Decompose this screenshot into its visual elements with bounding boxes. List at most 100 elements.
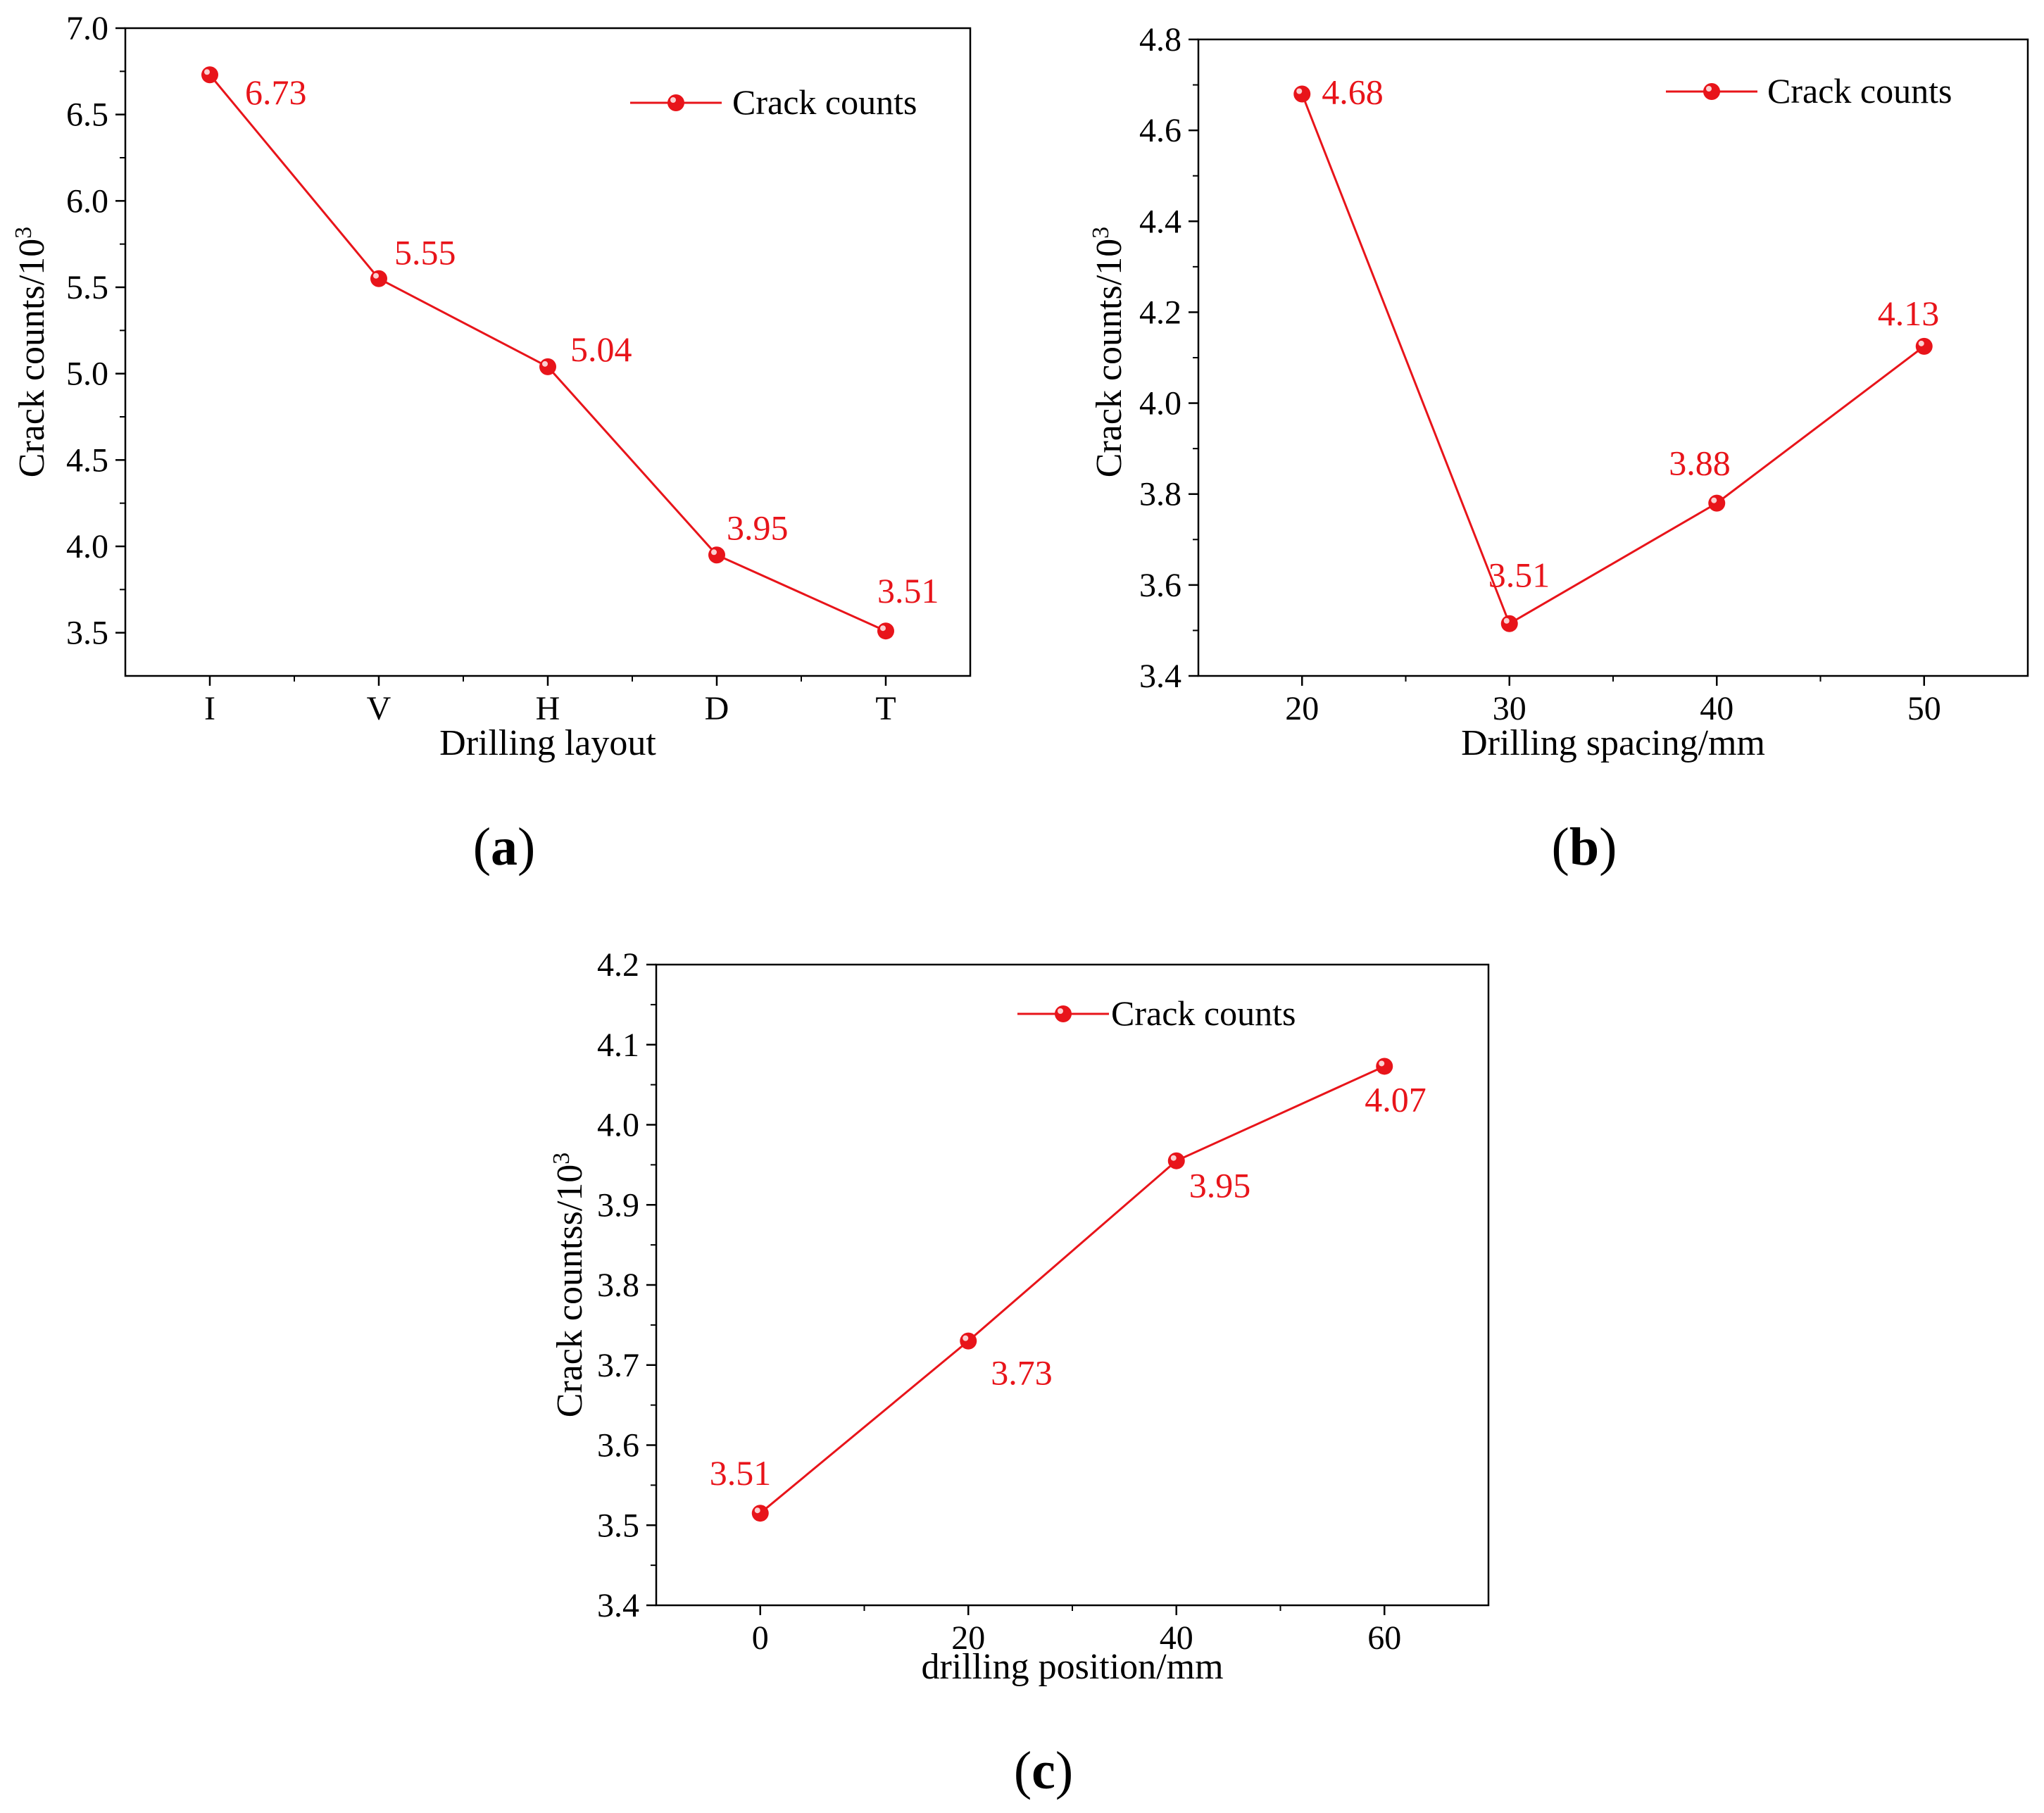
y-tick-label-b-1: 3.6 xyxy=(1139,567,1181,604)
legend-label-b: Crack counts xyxy=(1767,71,1952,111)
data-label-b-2: 3.88 xyxy=(1669,444,1731,483)
caption-b: (b) xyxy=(1552,817,1617,877)
x-tick-label-a-0: I xyxy=(204,690,215,727)
data-point-a-1 xyxy=(370,270,387,287)
x-tick-label-c-0: 0 xyxy=(752,1619,769,1657)
data-point-c-3 xyxy=(1376,1058,1393,1075)
data-point-highlight-c-2 xyxy=(1170,1155,1177,1161)
y-tick-label-a-2: 4.5 xyxy=(66,441,108,479)
y-axis-title-c: Crack countss/103 xyxy=(548,1153,591,1418)
data-labels-b: 4.68 3.51 3.88 4.13 xyxy=(1322,72,1939,594)
caption-letter-b: b xyxy=(1569,817,1599,877)
x-axis-title-c: drilling position/mm xyxy=(921,1647,1223,1687)
data-point-highlight-b-0 xyxy=(1296,88,1303,94)
x-tick-label-c-1: 20 xyxy=(951,1619,985,1657)
data-point-highlight-c-3 xyxy=(1379,1060,1385,1067)
legend-label-a: Crack counts xyxy=(732,82,917,122)
y-tick-label-b-7: 4.8 xyxy=(1139,21,1181,58)
legend-label-c: Crack counts xyxy=(1111,993,1296,1033)
data-label-b-1: 3.51 xyxy=(1488,556,1550,595)
x-tick-label-a-1: V xyxy=(367,690,391,727)
plot-frame-b xyxy=(1197,38,2029,677)
series-line-a xyxy=(208,74,886,632)
data-point-highlight-a-2 xyxy=(542,360,548,367)
data-label-c-2: 3.95 xyxy=(1189,1166,1251,1205)
legend-marker-highlight-c xyxy=(1058,1008,1063,1014)
data-label-a-3: 3.95 xyxy=(727,508,789,547)
data-point-highlight-b-1 xyxy=(1503,617,1510,624)
data-point-c-2 xyxy=(1167,1152,1185,1169)
data-label-c-3: 4.07 xyxy=(1365,1079,1427,1119)
x-axis-b: 20 30 40 50 xyxy=(1285,676,1941,727)
data-point-highlight-b-3 xyxy=(1918,340,1924,346)
y-tick-label-a-5: 6.0 xyxy=(66,182,108,220)
y-axis-title-main-b: Crack counts/10 xyxy=(1089,239,1129,477)
data-label-c-0: 3.51 xyxy=(710,1453,772,1493)
y-tick-label-a-0: 3.5 xyxy=(66,615,108,652)
data-point-a-2 xyxy=(539,358,556,375)
legend-marker-highlight-a xyxy=(670,97,676,103)
y-tick-label-b-2: 3.8 xyxy=(1139,476,1181,513)
legend-marker-a xyxy=(667,94,684,111)
legend-a: Crack counts xyxy=(630,82,917,122)
legend-marker-highlight-b xyxy=(1706,86,1712,92)
legend-b: Crack counts xyxy=(1666,71,1952,111)
data-labels-a: 6.73 5.55 5.04 3.95 3.51 xyxy=(245,73,939,610)
y-axis-title-a: Crack counts/103 xyxy=(11,227,53,477)
y-tick-label-c-8: 4.2 xyxy=(597,946,639,984)
y-tick-label-c-6: 4.0 xyxy=(597,1107,639,1144)
panel-c: 3.4 3.5 3.6 3.7 3.8 3.9 4.0 4.1 4.2 0 20 40 60 3.51… xyxy=(548,946,1490,1800)
y-tick-label-b-0: 3.4 xyxy=(1139,658,1181,695)
y-tick-label-a-6: 6.5 xyxy=(66,96,108,134)
y-tick-label-b-5: 4.4 xyxy=(1139,203,1181,240)
data-labels-c: 3.51 3.73 3.95 4.07 xyxy=(710,1079,1427,1493)
data-label-a-4: 3.51 xyxy=(877,571,939,610)
x-axis-c: 0 20 40 60 xyxy=(752,1605,1401,1657)
data-point-highlight-a-4 xyxy=(880,625,886,632)
data-point-b-2 xyxy=(1708,494,1726,512)
data-label-a-0: 6.73 xyxy=(245,73,307,112)
series-a xyxy=(201,66,894,640)
data-point-b-1 xyxy=(1500,615,1518,632)
x-tick-label-b-0: 20 xyxy=(1285,690,1319,727)
legend-marker-c xyxy=(1055,1005,1072,1022)
data-point-c-0 xyxy=(751,1505,769,1522)
x-tick-label-b-3: 50 xyxy=(1907,690,1941,727)
y-tick-label-b-6: 4.6 xyxy=(1139,112,1181,149)
x-axis-title-a: Drilling layout xyxy=(439,723,656,763)
y-axis-title-b: Crack counts/103 xyxy=(1088,227,1130,477)
data-point-highlight-a-3 xyxy=(711,549,717,556)
y-tick-label-b-3: 4.0 xyxy=(1139,385,1181,422)
data-point-b-0 xyxy=(1293,85,1311,103)
y-tick-label-c-4: 3.8 xyxy=(597,1267,639,1304)
data-label-b-3: 4.13 xyxy=(1878,294,1940,333)
y-tick-label-a-7: 7.0 xyxy=(66,10,108,47)
data-point-b-3 xyxy=(1915,337,1933,355)
y-axis-title-main-c: Crack countss/10 xyxy=(550,1165,590,1418)
y-tick-label-c-3: 3.7 xyxy=(597,1347,639,1384)
y-tick-label-c-0: 3.4 xyxy=(597,1587,639,1624)
data-point-highlight-c-0 xyxy=(754,1507,760,1514)
data-label-c-1: 3.73 xyxy=(991,1353,1053,1393)
panel-a: 3.5 4.0 4.5 5.0 5.5 6.0 6.5 7.0 I V H D T 6.73 5.55 5… xyxy=(11,10,972,877)
x-tick-label-a-2: H xyxy=(536,690,560,727)
data-label-a-1: 5.55 xyxy=(394,233,456,272)
legend-marker-b xyxy=(1703,83,1720,100)
series-line-c xyxy=(759,1065,1385,1514)
y-axis-title-sup-b: 3 xyxy=(1088,227,1114,239)
series-c xyxy=(751,1058,1393,1522)
y-axis-title-main-a: Crack counts/10 xyxy=(12,239,52,477)
series-b xyxy=(1293,85,1933,632)
x-tick-label-a-3: D xyxy=(705,690,729,727)
data-label-b-0: 4.68 xyxy=(1322,72,1384,111)
y-tick-label-a-3: 5.0 xyxy=(66,356,108,393)
plot-frame-c xyxy=(655,963,1490,1607)
y-axis-a: 3.5 4.0 4.5 5.0 5.5 6.0 6.5 7.0 xyxy=(66,10,125,652)
series-line-b xyxy=(1300,93,1925,625)
y-axis-title-sup-a: 3 xyxy=(11,227,37,239)
x-axis-title-b: Drilling spacing/mm xyxy=(1461,723,1765,763)
y-axis-c: 3.4 3.5 3.6 3.7 3.8 3.9 4.0 4.1 4.2 xyxy=(597,946,656,1624)
x-tick-label-c-2: 40 xyxy=(1160,1619,1193,1657)
